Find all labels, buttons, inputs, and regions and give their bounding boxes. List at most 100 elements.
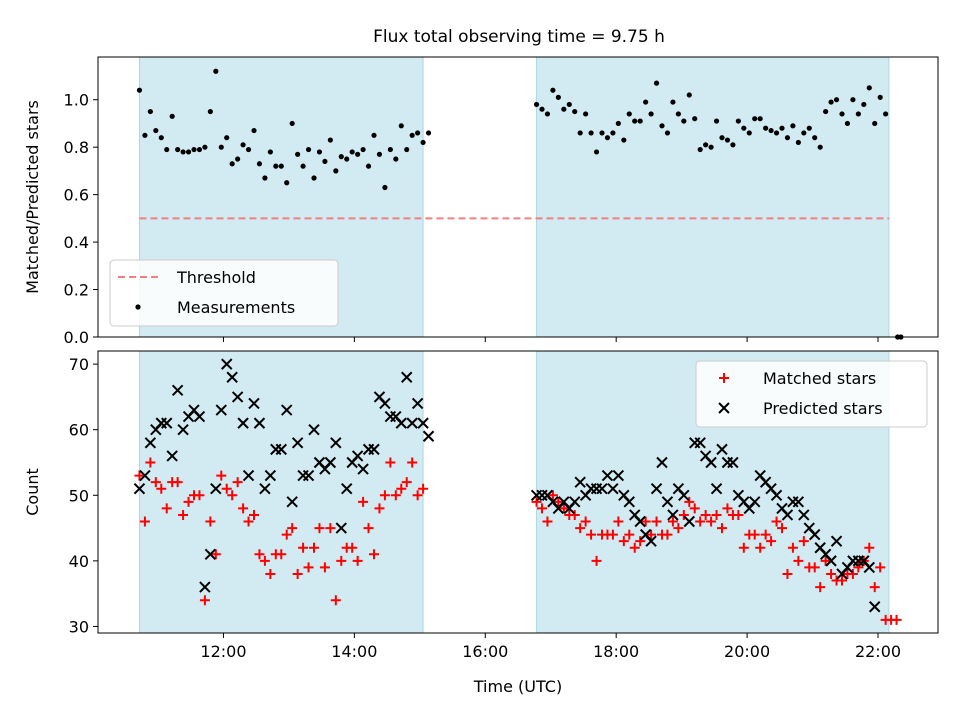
matched-point — [809, 562, 820, 573]
legend: Threshold Measurements — [109, 259, 339, 327]
predicted-point — [210, 483, 222, 495]
predicted-point — [231, 391, 244, 403]
predicted-point — [401, 371, 413, 383]
measurement-point — [713, 118, 720, 124]
measurement-point — [229, 161, 235, 167]
matched-point — [396, 483, 407, 494]
measurement-point — [719, 135, 725, 141]
measurement-point — [686, 92, 692, 98]
measurement-point — [284, 180, 290, 186]
predicted-point — [275, 443, 287, 456]
matched-point — [618, 536, 629, 547]
measurement-point — [730, 142, 736, 148]
measurement-point — [158, 135, 164, 141]
x-tick-label: 22:00 — [855, 642, 901, 661]
matched-point — [221, 483, 232, 494]
predicted-point — [253, 417, 266, 429]
predicted-point — [612, 469, 625, 482]
x-tick-label: 12:00 — [200, 642, 246, 661]
predicted-point — [199, 581, 211, 593]
measurement-point — [817, 144, 823, 150]
predicted-point — [678, 489, 690, 501]
matched-point — [569, 509, 580, 520]
measurement-point — [142, 132, 148, 138]
panel-1: 0.0 0.2 0.4 0.6 0.8 1.0 Matched/Predicted star… — [23, 56, 939, 347]
measurement-point — [387, 146, 393, 153]
matched-point — [580, 516, 591, 527]
measurement-point — [344, 156, 350, 162]
matched-point — [199, 595, 210, 606]
predicted-point — [656, 456, 668, 469]
matched-point — [847, 568, 858, 579]
matched-point — [766, 536, 777, 547]
predicted-point — [422, 430, 435, 442]
y-tick-label: 70 — [69, 355, 89, 374]
measurement-point — [768, 127, 774, 134]
predicted-point — [259, 483, 271, 495]
legend-predicted-swatch — [718, 402, 730, 414]
measurement-point — [539, 106, 545, 112]
predicted-point — [324, 456, 337, 469]
measurement-point — [779, 125, 785, 131]
legend-label: Predicted stars — [763, 399, 883, 418]
matched-point — [298, 542, 309, 553]
matched-point — [815, 582, 826, 593]
x-axis-label: Time (UTC) — [473, 677, 562, 696]
matched-point — [194, 490, 205, 501]
measurement-point — [735, 118, 741, 124]
y-axis-label: Matched/Predicted stars — [23, 100, 42, 294]
predicted-point — [242, 469, 255, 482]
predicted-point — [411, 397, 424, 410]
measurement-point — [382, 184, 388, 191]
matched-point — [418, 483, 429, 494]
measurement-point — [245, 146, 252, 153]
measurement-point — [866, 85, 872, 91]
matched-point — [210, 549, 221, 560]
predicted-point — [825, 555, 837, 567]
predicted-point — [171, 384, 184, 397]
measurement-point — [371, 132, 377, 138]
measurement-point — [784, 135, 791, 141]
predicted-point — [694, 437, 706, 449]
measurement-point — [653, 80, 660, 86]
measurement-point — [763, 125, 769, 131]
predicted-point — [351, 450, 364, 462]
matched-point — [390, 490, 401, 501]
matched-point — [837, 575, 847, 586]
measurement-point — [757, 116, 763, 122]
predicted-point — [221, 358, 233, 370]
predicted-point — [330, 437, 342, 449]
matched-point — [303, 562, 314, 573]
measurement-point — [136, 87, 143, 93]
predicted-point — [133, 483, 146, 495]
predicted-point — [705, 456, 717, 469]
matched-point — [553, 496, 564, 507]
matched-point — [314, 523, 325, 534]
predicted-point — [770, 489, 783, 501]
matched-point — [651, 516, 662, 527]
matched-point — [336, 555, 347, 566]
predicted-point — [607, 483, 619, 495]
y-tick-label: 0.4 — [64, 233, 89, 252]
measurement-point — [175, 146, 181, 153]
predicted-point — [650, 483, 663, 495]
measurement-point — [256, 161, 263, 167]
matched-point — [259, 555, 270, 566]
matched-point — [358, 496, 369, 507]
measurement-point — [741, 125, 747, 131]
x-tick-label: 14:00 — [331, 642, 377, 661]
measurement-point — [202, 144, 208, 150]
legend-box — [109, 259, 339, 327]
measurement-point — [365, 163, 372, 169]
y-tick-label: 0.2 — [64, 281, 89, 300]
predicted-point — [710, 483, 723, 495]
predicted-point — [248, 397, 260, 410]
matched-point — [265, 568, 276, 579]
matched-point — [254, 549, 265, 560]
matched-point — [891, 614, 902, 625]
matched-point — [782, 568, 793, 579]
matched-point — [172, 477, 183, 488]
predicted-point — [792, 496, 805, 508]
matched-point — [542, 516, 553, 527]
legend-measurement-swatch — [135, 304, 141, 310]
